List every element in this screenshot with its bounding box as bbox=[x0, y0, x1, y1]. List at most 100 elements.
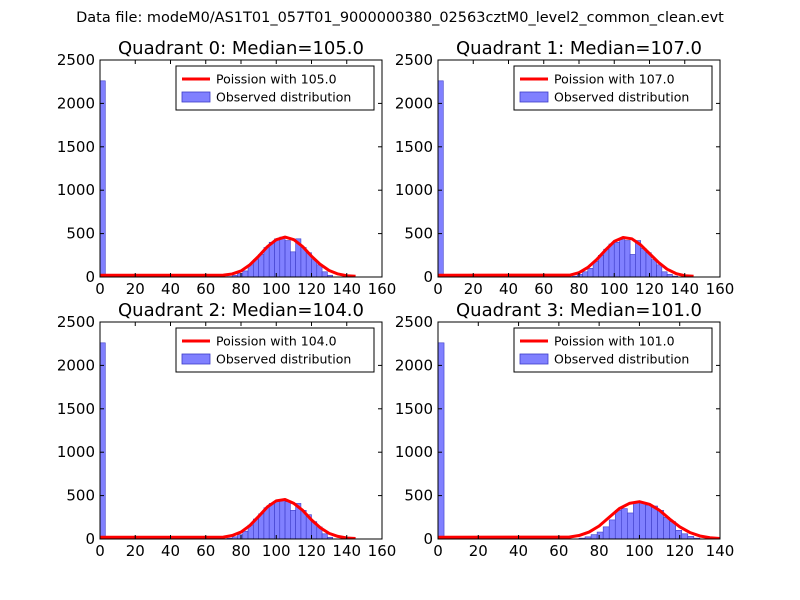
legend-label-observed: Observed distribution bbox=[216, 352, 351, 367]
x-tick-label: 0 bbox=[95, 280, 105, 298]
x-tick-label: 140 bbox=[706, 542, 735, 560]
histogram-bar bbox=[321, 271, 328, 277]
x-tick-label: 40 bbox=[499, 280, 518, 298]
subplot-title: Quadrant 1: Median=107.0 bbox=[456, 38, 702, 59]
y-tick-label: 2000 bbox=[395, 356, 433, 374]
x-tick-label: 80 bbox=[569, 280, 588, 298]
y-tick-label: 1500 bbox=[395, 400, 433, 418]
y-tick-label: 0 bbox=[85, 530, 95, 548]
x-tick-label: 120 bbox=[297, 280, 326, 298]
figure-suptitle: Data file: modeM0/AS1T01_057T01_90000003… bbox=[76, 10, 724, 26]
y-tick-label: 2000 bbox=[57, 356, 95, 374]
x-tick-label: 20 bbox=[469, 542, 488, 560]
subplot-3: 0 20 40 60 80 100 120 140 0 500 1000 1500 2000 2500 Qu… bbox=[395, 300, 735, 560]
histogram-bar bbox=[656, 264, 663, 277]
histogram-bar bbox=[590, 534, 598, 539]
x-tick-label: 80 bbox=[590, 542, 609, 560]
histogram-bar bbox=[603, 248, 610, 277]
legend-label-observed: Observed distribution bbox=[216, 90, 351, 105]
y-tick-label: 500 bbox=[404, 225, 433, 243]
x-tick-label: 160 bbox=[368, 542, 397, 560]
legend-box bbox=[513, 327, 713, 373]
histogram-bar bbox=[284, 501, 291, 539]
legend-bar-swatch bbox=[181, 91, 211, 103]
x-tick-label: 40 bbox=[509, 542, 528, 560]
histogram-bar bbox=[237, 273, 244, 277]
histogram-bar bbox=[613, 241, 620, 277]
histogram-bar bbox=[602, 526, 610, 539]
histogram-bars bbox=[438, 80, 678, 277]
histogram-bar bbox=[614, 510, 622, 539]
x-tick-label: 20 bbox=[464, 280, 483, 298]
histogram-bar bbox=[274, 238, 281, 277]
histogram-bar bbox=[284, 240, 291, 277]
x-tick-label: 60 bbox=[196, 542, 215, 560]
histogram-bar bbox=[645, 504, 652, 539]
histogram-bar bbox=[237, 534, 244, 539]
histogram-bar bbox=[596, 531, 604, 539]
histogram-bar bbox=[100, 80, 106, 277]
y-tick-label: 500 bbox=[66, 225, 95, 243]
y-tick-label: 2500 bbox=[395, 313, 433, 331]
legend-bar-swatch bbox=[181, 353, 211, 365]
legend: Poission with 104.0 Observed distribution bbox=[175, 327, 375, 373]
y-tick-label: 500 bbox=[66, 487, 95, 505]
histogram-bar bbox=[290, 510, 296, 539]
histogram-bar bbox=[639, 502, 646, 539]
histogram-bar bbox=[619, 239, 626, 277]
poisson-fit-line bbox=[100, 498, 356, 539]
histogram-bar bbox=[681, 533, 689, 539]
histogram-bar bbox=[438, 80, 444, 277]
x-tick-label: 120 bbox=[665, 542, 694, 560]
histogram-bar bbox=[650, 259, 657, 277]
x-tick-label: 100 bbox=[262, 280, 291, 298]
x-tick-label: 120 bbox=[297, 542, 326, 560]
y-tick-label: 0 bbox=[423, 530, 433, 548]
histogram-bar bbox=[279, 499, 286, 539]
y-tick-label: 2500 bbox=[57, 51, 95, 69]
histogram-bar bbox=[268, 241, 275, 277]
histogram-bar bbox=[279, 236, 286, 277]
poisson-fit-line bbox=[438, 500, 720, 539]
legend-label-fit: Poission with 105.0 bbox=[216, 72, 337, 87]
legend-box bbox=[513, 65, 713, 111]
histogram-bar bbox=[268, 503, 275, 539]
y-tick-label: 2500 bbox=[57, 313, 95, 331]
y-tick-label: 1000 bbox=[395, 443, 433, 461]
y-tick-label: 1000 bbox=[57, 443, 95, 461]
legend: Poission with 101.0 Observed distribution bbox=[513, 327, 713, 373]
y-tick-label: 0 bbox=[85, 268, 95, 286]
subplot-title: Quadrant 0: Median=105.0 bbox=[118, 38, 364, 59]
y-tick-label: 2000 bbox=[57, 94, 95, 112]
legend-bar-swatch bbox=[519, 91, 549, 103]
legend: Poission with 105.0 Observed distribution bbox=[175, 65, 375, 111]
legend-label-fit: Poission with 104.0 bbox=[216, 334, 337, 349]
y-tick-label: 1500 bbox=[57, 400, 95, 418]
subplot-1: 0 20 40 60 80 100 120 140 160 0 500 1000 1500 2000 250… bbox=[395, 38, 735, 298]
histogram-bar bbox=[627, 512, 634, 539]
histogram-bar bbox=[624, 240, 631, 277]
x-tick-label: 0 bbox=[433, 542, 443, 560]
subplot-grid: 0 20 40 60 80 100 120 140 1600500100015002000250… bbox=[57, 38, 735, 560]
y-tick-label: 1000 bbox=[57, 181, 95, 199]
legend-box bbox=[175, 65, 375, 111]
x-tick-label: 60 bbox=[549, 542, 568, 560]
x-tick-label: 20 bbox=[126, 542, 145, 560]
histogram-bar bbox=[100, 342, 106, 539]
y-tick-label: 1000 bbox=[395, 181, 433, 199]
histogram-bar bbox=[629, 254, 636, 277]
histogram-bar bbox=[258, 254, 265, 277]
legend-label-fit: Poission with 107.0 bbox=[554, 72, 675, 87]
histogram-bar bbox=[242, 530, 249, 539]
y-tick-label: 0 bbox=[423, 268, 433, 286]
poisson-fit-line bbox=[438, 236, 694, 277]
y-tick-label: 2000 bbox=[395, 94, 433, 112]
legend-label-observed: Observed distribution bbox=[554, 352, 689, 367]
histogram-bar bbox=[608, 243, 615, 277]
x-tick-label: 60 bbox=[196, 280, 215, 298]
legend-bar-swatch bbox=[519, 353, 549, 365]
x-tick-label: 40 bbox=[161, 280, 180, 298]
x-tick-label: 60 bbox=[534, 280, 553, 298]
x-tick-label: 0 bbox=[433, 280, 443, 298]
